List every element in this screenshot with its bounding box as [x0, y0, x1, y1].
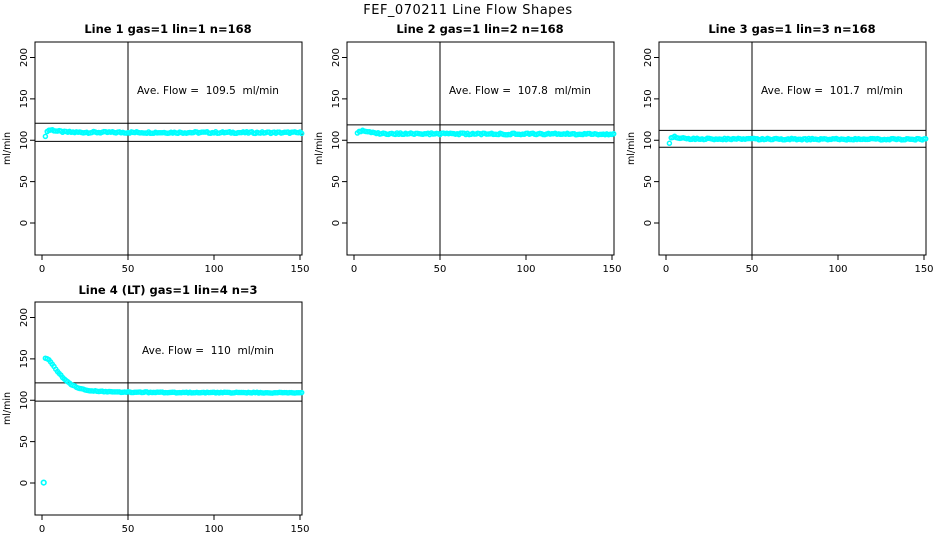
- y-tick-label: 200: [19, 48, 30, 67]
- x-tick-label: 150: [290, 524, 309, 535]
- ave-flow-annotation: Ave. Flow = 101.7 ml/min: [761, 85, 903, 97]
- y-tick-label: 150: [19, 89, 30, 108]
- x-tick-label: 100: [204, 264, 223, 275]
- ave-flow-annotation: Ave. Flow = 110 ml/min: [142, 345, 274, 357]
- x-tick-label: 50: [434, 264, 447, 275]
- subplot-3-title: Line 3 gas=1 lin=3 n=168: [708, 22, 876, 36]
- data-points: [40, 355, 305, 486]
- data-points: [666, 133, 929, 147]
- y-tick-label: 50: [331, 175, 342, 188]
- plot-box: [658, 41, 927, 256]
- y-tick-label: 0: [19, 480, 30, 486]
- x-tick-label: 100: [828, 264, 847, 275]
- x-tick-label: 100: [204, 524, 223, 535]
- data-points: [354, 127, 617, 138]
- isolated-data-point: [40, 479, 47, 486]
- x-tick-label: 0: [663, 264, 669, 275]
- plot-box: [34, 41, 303, 256]
- x-tick-label: 50: [122, 524, 135, 535]
- y-tick-label: 0: [643, 220, 654, 226]
- y-tick-label: 150: [643, 89, 654, 108]
- y-tick-label: 100: [331, 131, 342, 150]
- data-point: [42, 133, 49, 140]
- subplot-2: 0 50 100 150 0 50 100 150 200 ml/min Ave. Flow = 1…: [314, 41, 622, 275]
- x-tick-label: 50: [122, 264, 135, 275]
- x-axis: 0 50 100 150: [39, 255, 310, 275]
- subplot-1-title: Line 1 gas=1 lin=1 n=168: [84, 22, 252, 36]
- x-tick-label: 0: [39, 264, 45, 275]
- x-axis: 0 50 100 150: [39, 515, 310, 535]
- chart-title: FEF_070211 Line Flow Shapes: [363, 3, 573, 18]
- x-tick-label: 0: [39, 524, 45, 535]
- x-tick-label: 100: [516, 264, 535, 275]
- x-axis: 0 50 100 150: [351, 255, 622, 275]
- y-tick-label: 200: [19, 308, 30, 327]
- data-point: [922, 136, 929, 142]
- y-tick-label: 50: [19, 435, 30, 448]
- y-tick-label: 150: [331, 89, 342, 108]
- y-axis-label: ml/min: [2, 392, 13, 425]
- y-tick-label: 50: [19, 175, 30, 188]
- subplot-3: 0 50 100 150 0 50 100 150 200 ml/min Ave. Flow = 1…: [626, 41, 934, 275]
- y-tick-label: 50: [643, 175, 654, 188]
- plot-box: [34, 301, 303, 516]
- y-tick-label: 100: [19, 131, 30, 150]
- x-tick-label: 0: [351, 264, 357, 275]
- x-tick-label: 150: [914, 264, 933, 275]
- x-tick-label: 150: [602, 264, 621, 275]
- data-point: [298, 389, 305, 396]
- subplot-1: 0 50 100 150 0 50 100 150 200 ml/min Ave. Flow = 1…: [2, 41, 310, 275]
- y-tick-label: 150: [19, 349, 30, 368]
- y-tick-label: 100: [19, 391, 30, 410]
- y-axis-label: ml/min: [314, 132, 325, 165]
- y-tick-label: 0: [19, 220, 30, 226]
- ave-flow-annotation: Ave. Flow = 109.5 ml/min: [137, 85, 279, 97]
- x-axis: 0 50 100 150: [663, 255, 934, 275]
- y-axis: 0 50 100 150 200: [331, 48, 347, 226]
- y-axis-label: ml/min: [2, 132, 13, 165]
- y-axis: 0 50 100 150 200: [19, 308, 35, 486]
- y-axis-label: ml/min: [626, 132, 637, 165]
- y-tick-label: 0: [331, 220, 342, 226]
- data-point: [610, 131, 617, 137]
- y-tick-label: 100: [643, 131, 654, 150]
- subplot-4: 0 50 100 150 0 50 100 150 200 ml/min Ave. Flow = 1…: [2, 301, 310, 535]
- subplot-4-title: Line 4 (LT) gas=1 lin=4 n=3: [78, 283, 258, 297]
- data-points: [42, 126, 305, 140]
- subplot-2-title: Line 2 gas=1 lin=2 n=168: [396, 22, 564, 36]
- y-axis: 0 50 100 150 200: [19, 48, 35, 226]
- data-point: [298, 130, 305, 137]
- ave-flow-annotation: Ave. Flow = 107.8 ml/min: [449, 85, 591, 97]
- plot-box: [346, 41, 615, 256]
- data-point: [666, 140, 673, 147]
- y-tick-label: 200: [643, 48, 654, 67]
- y-axis: 0 50 100 150 200: [643, 48, 659, 226]
- x-tick-label: 150: [290, 264, 309, 275]
- x-tick-label: 50: [746, 264, 759, 275]
- y-tick-label: 200: [331, 48, 342, 67]
